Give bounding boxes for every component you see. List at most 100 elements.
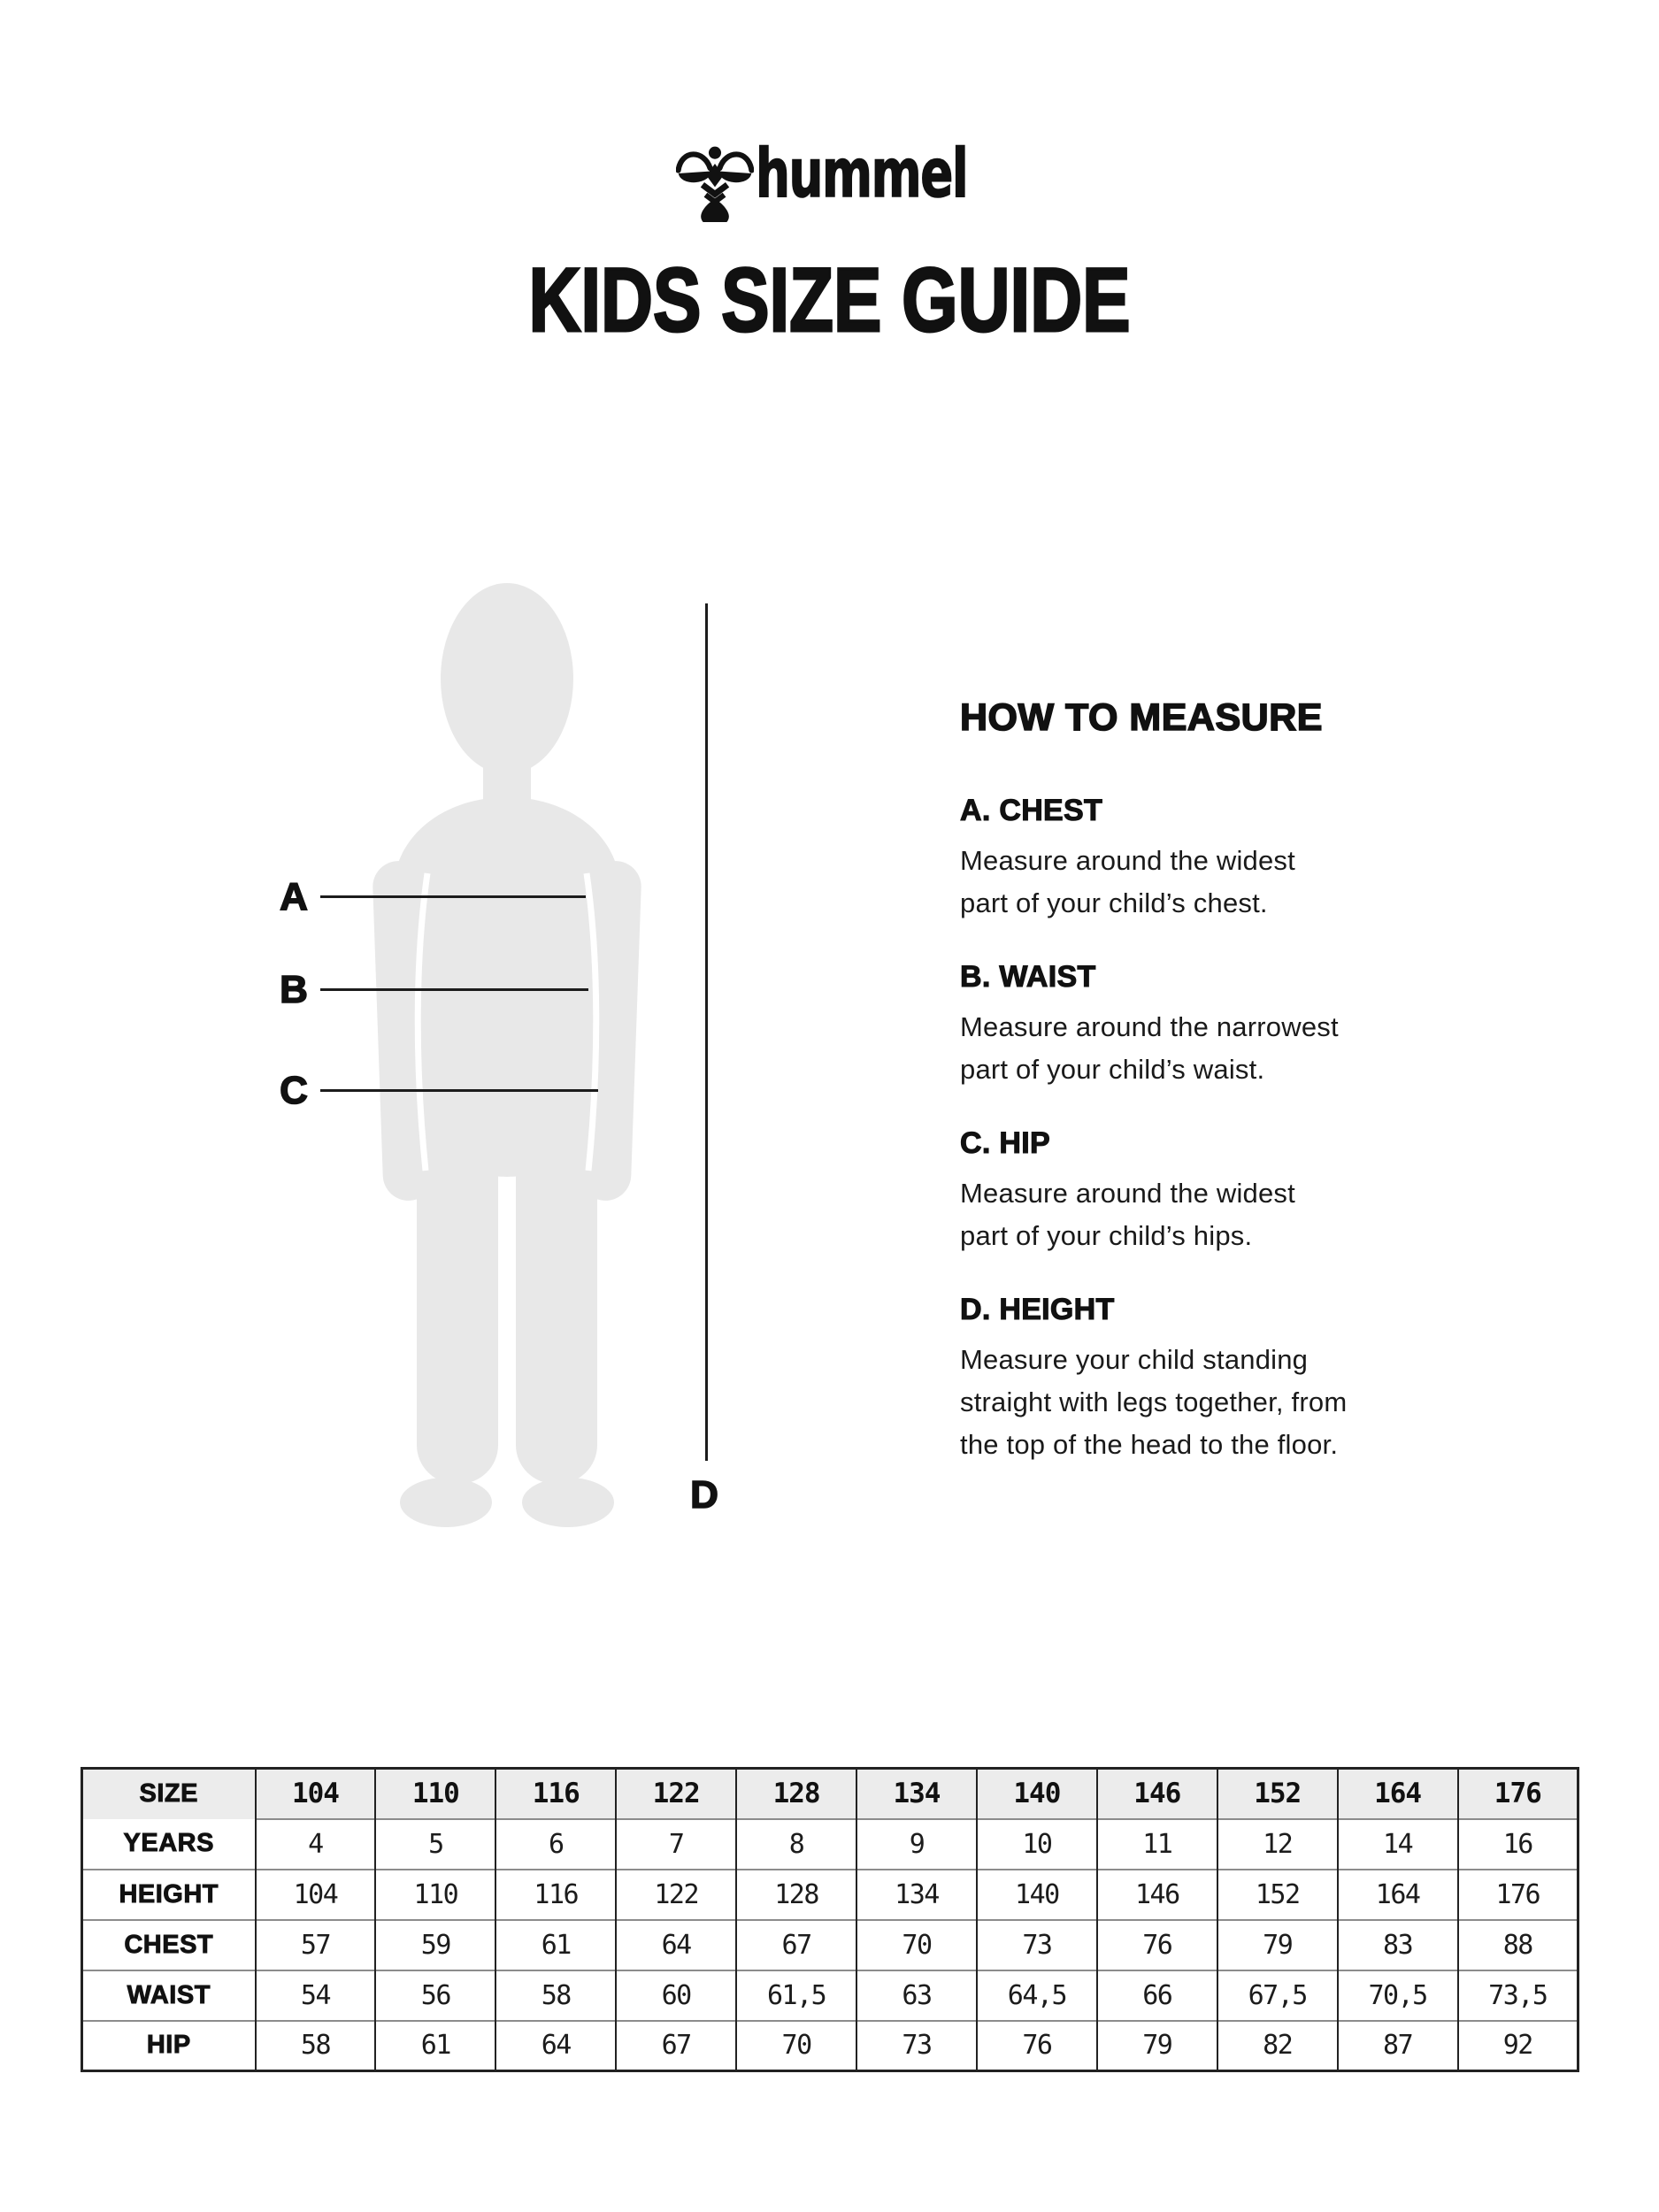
size-value-cell: 54 xyxy=(254,1969,376,2021)
size-value-cell: 64,5 xyxy=(975,1969,1097,2021)
row-label: CHEST xyxy=(81,1918,256,1970)
size-value-cell: 64 xyxy=(495,2019,617,2071)
size-value-cell: 116 xyxy=(495,1868,617,1920)
how-to-measure-section: HOW TO MEASURE A. CHEST Measure around t… xyxy=(959,696,1354,1503)
size-column-header: 116 xyxy=(495,1768,617,1819)
waist-measure-line xyxy=(320,988,588,991)
size-value-cell: 76 xyxy=(975,2019,1097,2071)
size-table-row: WAIST 54 56 58 60 61,5 63 64,5 66 67,5 70,5 73,5 xyxy=(81,1969,1578,2021)
size-value-cell: 122 xyxy=(615,1868,737,1920)
size-value-cell: 110 xyxy=(374,1868,496,1920)
size-value-cell: 87 xyxy=(1336,2019,1458,2071)
row-label: HEIGHT xyxy=(81,1868,256,1920)
brand-wordmark: hummel xyxy=(755,134,969,212)
hummel-bee-logo-icon xyxy=(676,146,754,222)
size-value-cell: 73 xyxy=(975,1918,1097,1970)
measure-section-heading: A. CHEST xyxy=(959,794,1103,827)
size-value-cell: 6 xyxy=(495,1817,617,1870)
measure-section-body: Measure around the narrowest part of you… xyxy=(960,1011,1339,1086)
size-value-cell: 56 xyxy=(374,1969,496,2021)
size-value-cell: 104 xyxy=(254,1868,376,1920)
measure-section-chest: A. CHEST Measure around the widest part … xyxy=(959,794,1354,925)
size-value-cell: 14 xyxy=(1336,1817,1458,1870)
hip-line-label: C xyxy=(279,1069,308,1112)
size-table-corner-header: SIZE xyxy=(81,1768,256,1819)
size-table: SIZE 104 110 116 122 128 134 140 146 152 164 176 YE… xyxy=(81,1767,1579,2072)
size-table-container: SIZE 104 110 116 122 128 134 140 146 152 164 176 YE… xyxy=(81,1767,1579,2072)
size-value-cell: 73,5 xyxy=(1456,1969,1578,2021)
size-column-header: 122 xyxy=(615,1768,737,1819)
size-value-cell: 57 xyxy=(254,1918,376,1970)
size-value-cell: 8 xyxy=(735,1817,857,1870)
size-value-cell: 58 xyxy=(254,2019,376,2071)
size-table-row: CHEST 57 59 61 64 67 70 73 76 79 83 88 xyxy=(81,1918,1578,1970)
size-value-cell: 67 xyxy=(615,2019,737,2071)
size-value-cell: 64 xyxy=(615,1918,737,1970)
measure-section-waist: B. WAIST Measure around the narrowest pa… xyxy=(959,960,1354,1091)
measure-section-hip: C. HIP Measure around the widest part of… xyxy=(959,1126,1354,1257)
measure-section-heading: B. WAIST xyxy=(959,960,1096,995)
size-value-cell: 4 xyxy=(254,1817,376,1870)
how-to-measure-heading: HOW TO MEASURE xyxy=(959,696,1323,739)
size-value-cell: 146 xyxy=(1095,1868,1217,1920)
size-table-row: HEIGHT 104 110 116 122 128 134 140 146 152 164 176 xyxy=(81,1868,1578,1920)
measure-section-heading: C. HIP xyxy=(959,1126,1050,1161)
row-label: WAIST xyxy=(81,1969,256,2021)
size-value-cell: 92 xyxy=(1456,2019,1578,2071)
size-value-cell: 128 xyxy=(735,1868,857,1920)
size-column-header: 146 xyxy=(1095,1768,1217,1819)
waist-line-label: B xyxy=(279,968,308,1011)
size-value-cell: 9 xyxy=(856,1817,977,1870)
row-label: HIP xyxy=(81,2019,256,2071)
size-value-cell: 73 xyxy=(856,2019,977,2071)
size-value-cell: 70 xyxy=(856,1918,977,1970)
size-value-cell: 11 xyxy=(1095,1817,1217,1870)
size-value-cell: 70 xyxy=(735,2019,857,2071)
measure-section-body: Measure around the widest part of your c… xyxy=(960,845,1295,919)
size-value-cell: 176 xyxy=(1456,1868,1578,1920)
size-value-cell: 82 xyxy=(1216,2019,1338,2071)
size-value-cell: 88 xyxy=(1456,1918,1578,1970)
row-label: YEARS xyxy=(123,1829,214,1858)
size-value-cell: 134 xyxy=(856,1868,977,1920)
size-value-cell: 140 xyxy=(975,1868,1097,1920)
size-column-header: 104 xyxy=(254,1768,376,1819)
size-value-cell: 61 xyxy=(374,2019,496,2071)
size-table-head: SIZE 104 110 116 122 128 134 140 146 152 164 176 xyxy=(81,1768,1578,1819)
hip-measure-line xyxy=(320,1089,598,1092)
size-column-header: 128 xyxy=(735,1768,857,1819)
size-value-cell: 79 xyxy=(1095,2019,1217,2071)
child-silhouette xyxy=(373,583,641,1527)
size-value-cell: 7 xyxy=(615,1817,737,1870)
size-value-cell: 61 xyxy=(495,1918,617,1970)
size-table-row: YEARS 4 5 6 7 8 9 10 11 12 14 16 xyxy=(82,1817,1578,1870)
height-line-label: D xyxy=(689,1473,718,1517)
page-title: KIDS SIZE GUIDE xyxy=(527,250,1132,350)
size-value-cell: 5 xyxy=(374,1817,496,1870)
size-value-cell: 152 xyxy=(1216,1868,1338,1920)
size-value-cell: 12 xyxy=(1216,1817,1338,1870)
size-value-cell: 63 xyxy=(856,1969,977,2021)
size-column-header: 140 xyxy=(975,1768,1097,1819)
size-value-cell: 58 xyxy=(495,1969,617,2021)
chest-line-label: A xyxy=(279,875,308,918)
size-column-header: 164 xyxy=(1336,1768,1458,1819)
height-measure-line xyxy=(705,603,708,1461)
size-value-cell: 83 xyxy=(1336,1918,1458,1970)
size-table-body: YEARS 4 5 6 7 8 9 10 11 12 14 16 HEIGHT 104 110 116 122 1… xyxy=(81,1817,1578,2071)
size-value-cell: 61,5 xyxy=(735,1969,857,2021)
size-value-cell: 70,5 xyxy=(1336,1969,1458,2021)
size-value-cell: 79 xyxy=(1216,1918,1338,1970)
size-column-header: 110 xyxy=(374,1768,496,1819)
size-value-cell: 67,5 xyxy=(1216,1969,1338,2021)
size-value-cell: 59 xyxy=(374,1918,496,1970)
size-column-header: 152 xyxy=(1216,1768,1338,1819)
size-value-cell: 67 xyxy=(735,1918,857,1970)
size-value-cell: 66 xyxy=(1095,1969,1217,2021)
size-column-header: 176 xyxy=(1456,1768,1578,1819)
measure-section-heading: D. HEIGHT xyxy=(959,1293,1115,1327)
size-value-cell: 60 xyxy=(615,1969,737,2021)
size-value-cell: 164 xyxy=(1336,1868,1458,1920)
measure-section-body: Measure around the widest part of your c… xyxy=(960,1178,1295,1252)
